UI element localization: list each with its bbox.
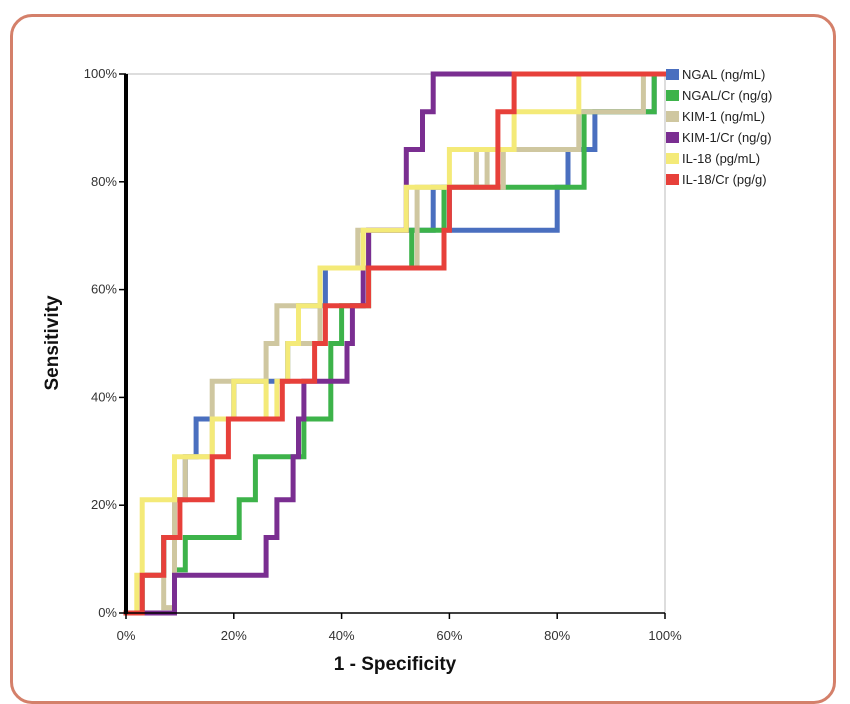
series-line-6 — [123, 71, 668, 616]
legend-label: NGAL/Cr (ng/g) — [682, 88, 772, 103]
y-tick-label: 100% — [84, 66, 118, 81]
y-tick-label: 60% — [91, 282, 117, 297]
tick-layer: 0% 20% 40% 60% 80% 100% 0% 20% 40% 60% 80% 100% — [84, 66, 682, 643]
legend-swatch — [666, 132, 679, 143]
x-tick-label: 100% — [648, 628, 682, 643]
legend-swatch — [666, 69, 679, 80]
legend-swatch — [666, 90, 679, 101]
x-axis-title: 1 - Specificity — [334, 654, 457, 675]
series-line-4 — [123, 71, 668, 616]
series-line-5 — [123, 71, 668, 616]
plot-area — [125, 73, 666, 614]
series-layer — [123, 71, 668, 616]
y-tick-label: 20% — [91, 497, 117, 512]
legend-swatch — [666, 153, 679, 164]
legend-label: KIM-1/Cr (ng/g) — [682, 130, 772, 145]
y-tick-label: 80% — [91, 174, 117, 189]
x-tick-label: 0% — [117, 628, 136, 643]
y-tick-label: 0% — [98, 605, 117, 620]
legend-label: IL-18/Cr (pg/g) — [682, 172, 767, 187]
legend-label: NGAL (ng/mL) — [682, 67, 765, 82]
y-tick-label: 40% — [91, 389, 117, 404]
legend-swatch — [666, 174, 679, 185]
x-tick-label: 80% — [544, 628, 570, 643]
x-tick-label: 40% — [329, 628, 355, 643]
legend-swatch — [666, 111, 679, 122]
legend-label: IL-18 (pg/mL) — [682, 151, 760, 166]
x-tick-label: 20% — [221, 628, 247, 643]
legend: NGAL (ng/mL) NGAL/Cr (ng/g) KIM-1 (ng/mL) K… — [666, 67, 772, 187]
y-axis-title: Sensitivity — [42, 295, 63, 390]
x-tick-label: 60% — [436, 628, 462, 643]
legend-label: KIM-1 (ng/mL) — [682, 109, 765, 124]
